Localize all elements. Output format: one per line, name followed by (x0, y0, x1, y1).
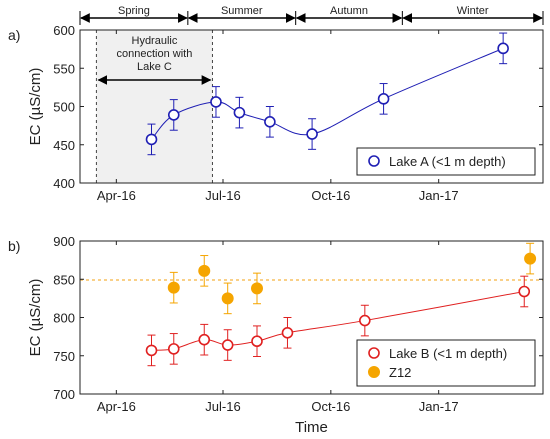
panel-label: a) (8, 27, 20, 43)
y-tick-label: 600 (53, 23, 75, 38)
annotation-text: Lake C (137, 61, 172, 73)
y-tick-label: 450 (53, 138, 75, 153)
data-point (264, 116, 276, 128)
x-tick-label: Jul-16 (205, 399, 240, 414)
x-axis-label: Time (295, 419, 328, 436)
legend: Lake B (<1 m depth) Z12 (356, 339, 536, 387)
x-tick-label: Jan-17 (419, 188, 459, 203)
legend-label: Z12 (389, 365, 411, 380)
legend-box (356, 339, 536, 387)
y-tick-label: 900 (53, 234, 75, 249)
data-point (251, 335, 263, 348)
legend-box (356, 147, 536, 176)
data-point (167, 343, 180, 355)
legend-label: Lake A (<1 m depth) (389, 154, 506, 169)
season-label: Spring (118, 5, 150, 17)
y-tick-label: 550 (53, 61, 75, 76)
data-point (221, 292, 234, 305)
legend-label: Lake B (<1 m depth) (389, 346, 507, 361)
legend-marker (368, 155, 380, 167)
y-tick-label: 750 (53, 349, 75, 364)
data-point (167, 281, 180, 294)
legend-marker (368, 347, 380, 359)
data-point (524, 252, 537, 265)
x-tick-label: Oct-16 (311, 399, 350, 414)
y-tick-label: 850 (53, 272, 75, 287)
data-point (145, 344, 158, 357)
data-point (167, 109, 180, 121)
data-point (198, 264, 211, 277)
annotation-text: Hydraulic (132, 35, 178, 47)
panel-label: b) (8, 238, 20, 254)
data-point (518, 285, 531, 298)
data-point (221, 339, 234, 351)
data-point (497, 42, 509, 55)
x-tick-label: Jan-17 (419, 399, 459, 414)
legend-marker (368, 366, 380, 378)
y-tick-label: 400 (53, 176, 75, 191)
y-axis-label: EC (µS/cm) (27, 68, 44, 146)
data-point (306, 128, 318, 140)
y-axis-label: EC (µS/cm) (27, 279, 44, 357)
season-label: Winter (457, 5, 489, 17)
data-point (377, 93, 390, 105)
data-point (250, 282, 263, 295)
y-tick-label: 800 (53, 311, 75, 326)
data-point (233, 106, 246, 119)
season-label: Autumn (330, 5, 368, 17)
season-label: Summer (221, 5, 263, 17)
panel-b: 700 750 800 850 900 Apr-16 Jul-16 Oct-16 Jan-17 E… (8, 234, 544, 414)
data-point (281, 326, 294, 339)
data-point (198, 333, 211, 346)
data-point (210, 96, 222, 108)
x-tick-label: Oct-16 (311, 188, 350, 203)
data-point (145, 133, 158, 146)
y-tick-label: 700 (53, 387, 75, 402)
y-tick-label: 500 (53, 100, 75, 115)
x-tick-label: Apr-16 (97, 399, 136, 414)
x-tick-label: Apr-16 (97, 188, 136, 203)
x-tick-label: Jul-16 (205, 188, 240, 203)
legend: Lake A (<1 m depth) (356, 147, 536, 176)
annotation-text: connection with (117, 48, 193, 60)
data-point (359, 314, 371, 327)
